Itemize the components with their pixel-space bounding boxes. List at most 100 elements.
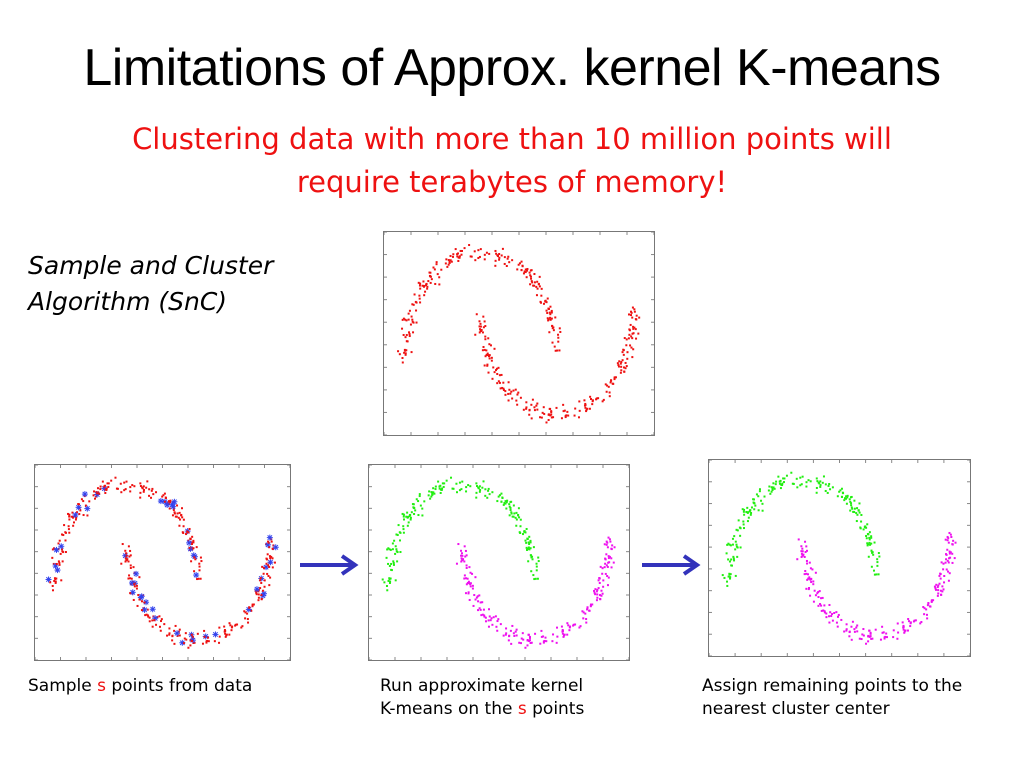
data-point xyxy=(823,610,826,613)
data-point xyxy=(782,481,785,484)
data-point xyxy=(501,247,504,250)
data-point xyxy=(742,510,745,513)
data-point xyxy=(540,629,543,632)
data-point xyxy=(577,416,580,419)
data-point xyxy=(601,400,604,403)
data-point xyxy=(877,552,880,555)
data-point xyxy=(637,332,640,335)
data-point xyxy=(469,571,472,574)
data-point xyxy=(98,492,101,495)
data-point xyxy=(734,540,737,543)
data-point xyxy=(550,410,553,413)
step-2-line-2: K-means on the s points xyxy=(380,698,584,721)
data-point xyxy=(487,371,490,374)
data-point xyxy=(584,406,587,409)
data-point xyxy=(410,351,413,354)
data-point xyxy=(129,486,132,489)
data-point xyxy=(67,528,70,531)
data-point xyxy=(843,497,846,500)
data-point xyxy=(860,638,863,641)
data-point xyxy=(408,331,411,334)
data-point xyxy=(623,370,626,373)
data-point xyxy=(729,573,732,576)
data-point xyxy=(199,577,202,580)
data-point xyxy=(946,539,949,542)
data-point xyxy=(531,281,534,284)
data-point xyxy=(597,579,600,582)
data-point xyxy=(458,255,461,258)
full-data-scatter xyxy=(384,232,654,435)
data-point xyxy=(155,623,158,626)
data-point xyxy=(106,482,109,485)
data-point xyxy=(193,556,196,559)
data-point xyxy=(839,489,842,492)
data-point xyxy=(51,556,54,559)
data-point xyxy=(851,507,854,510)
data-point xyxy=(88,500,91,503)
data-point xyxy=(557,336,560,339)
data-point xyxy=(601,592,604,595)
data-point xyxy=(817,481,820,484)
data-point xyxy=(491,623,494,626)
data-point xyxy=(478,490,481,493)
data-point xyxy=(628,329,631,332)
data-point xyxy=(795,477,798,480)
data-point xyxy=(551,327,554,330)
data-point xyxy=(948,531,951,534)
data-point xyxy=(537,556,540,559)
data-point xyxy=(532,284,535,287)
data-point xyxy=(415,498,418,501)
sample-point xyxy=(266,534,273,541)
data-point xyxy=(500,254,503,257)
data-point xyxy=(491,491,494,494)
data-point xyxy=(261,589,264,592)
data-point xyxy=(805,549,808,552)
data-point xyxy=(481,331,484,334)
data-point xyxy=(504,633,507,636)
data-point xyxy=(205,640,208,643)
data-point xyxy=(525,276,528,279)
data-point xyxy=(531,558,534,561)
data-point xyxy=(529,274,532,277)
data-point xyxy=(561,632,564,635)
data-point xyxy=(545,309,548,312)
data-point xyxy=(858,637,861,640)
data-point xyxy=(629,310,632,313)
data-point xyxy=(477,600,480,603)
data-point xyxy=(526,537,529,540)
data-point xyxy=(172,508,175,511)
data-point xyxy=(598,581,601,584)
data-point xyxy=(488,357,491,360)
data-point xyxy=(867,543,870,546)
data-point xyxy=(840,618,843,621)
data-point xyxy=(487,608,490,611)
data-point xyxy=(807,479,810,482)
data-point xyxy=(496,620,499,623)
data-point xyxy=(508,503,511,506)
data-point xyxy=(947,537,950,540)
data-point xyxy=(503,502,506,505)
data-point xyxy=(542,302,545,305)
data-point xyxy=(125,552,128,555)
data-point xyxy=(949,556,952,559)
data-point xyxy=(402,513,405,516)
data-point xyxy=(138,576,141,579)
data-point xyxy=(140,609,143,612)
data-point xyxy=(885,632,888,635)
data-point xyxy=(412,331,415,334)
data-point xyxy=(616,362,619,365)
data-point xyxy=(624,361,627,364)
data-point xyxy=(486,363,489,366)
data-point xyxy=(726,543,729,546)
data-point xyxy=(840,495,843,498)
data-point xyxy=(523,530,526,533)
data-point xyxy=(240,626,243,629)
data-point xyxy=(831,613,834,616)
data-point xyxy=(79,509,82,512)
data-point xyxy=(849,509,852,512)
data-point xyxy=(933,585,936,588)
data-point xyxy=(394,579,397,582)
data-point xyxy=(502,634,505,637)
data-point xyxy=(532,574,535,577)
data-point xyxy=(589,605,592,608)
